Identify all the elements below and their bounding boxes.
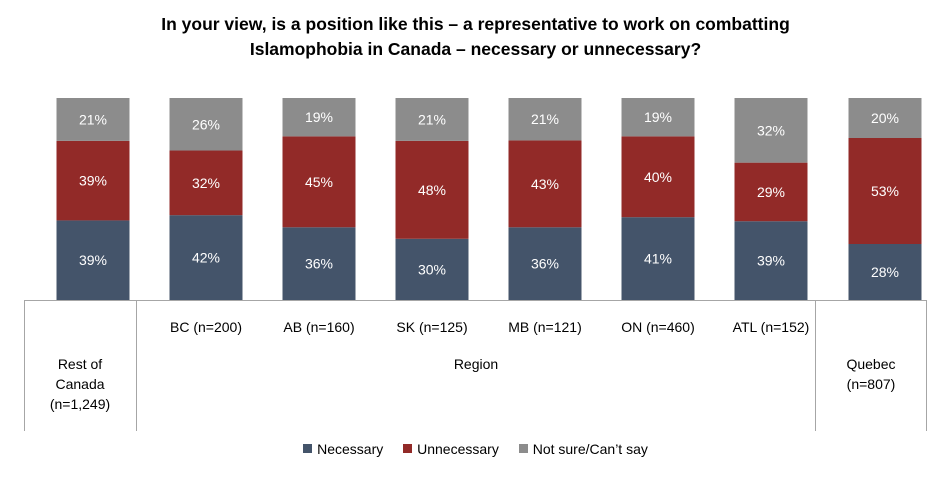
data-label-not-sure-can-t-say-3: 21% <box>418 111 446 127</box>
data-label-not-sure-can-t-say-1: 26% <box>192 116 220 132</box>
data-label-not-sure-can-t-say-2: 19% <box>305 109 333 125</box>
bar-segment-unnecessary-2 <box>282 136 356 228</box>
quebec-label-0: Quebec <box>846 356 895 372</box>
data-label-necessary-7: 28% <box>871 264 899 280</box>
bar-segment-not-sure-can-t-say-2 <box>282 98 356 137</box>
chart-title: In your view, is a position like this – … <box>0 12 951 62</box>
bar-segment-necessary-4 <box>508 227 582 300</box>
bar-segment-necessary-1 <box>169 215 243 300</box>
bar-segment-necessary-6 <box>734 221 808 300</box>
bar-segment-not-sure-can-t-say-7 <box>848 98 922 138</box>
legend-item-necessary: Necessary <box>303 441 383 457</box>
bar-segment-not-sure-can-t-say-3 <box>395 98 469 141</box>
quebec-label-1: (n=807) <box>847 376 896 392</box>
legend-item-not-sure: Not sure/Can’t say <box>518 440 648 457</box>
region-tick-label-4: ON (n=460) <box>621 319 695 335</box>
bar-segment-unnecessary-1 <box>169 150 243 216</box>
region-tick-label-3: MB (n=121) <box>508 319 582 335</box>
data-label-not-sure-can-t-say-6: 32% <box>757 122 785 138</box>
data-label-unnecessary-6: 29% <box>757 184 785 200</box>
bar-segment-necessary-7 <box>848 244 922 300</box>
data-label-not-sure-can-t-say-4: 21% <box>531 111 559 127</box>
bar-segment-necessary-2 <box>282 227 356 300</box>
bar-segment-not-sure-can-t-say-0 <box>56 98 130 141</box>
data-label-not-sure-can-t-say-7: 20% <box>871 110 899 126</box>
chart-title-line-2: Islamophobia in Canada – necessary or un… <box>249 39 702 59</box>
legend-swatch-necessary <box>303 444 313 453</box>
data-label-unnecessary-1: 32% <box>192 175 220 191</box>
bar-segment-necessary-3 <box>395 238 469 300</box>
legend-label-necessary: Necessary <box>317 440 384 457</box>
bar-segment-not-sure-can-t-say-1 <box>169 98 243 151</box>
data-label-necessary-4: 36% <box>531 256 559 272</box>
data-label-necessary-3: 30% <box>418 261 446 277</box>
data-label-unnecessary-2: 45% <box>305 174 333 190</box>
data-label-unnecessary-7: 53% <box>871 183 899 199</box>
legend-swatch-not-sure <box>518 444 528 453</box>
legend-item-unnecessary: Unnecessary <box>403 441 499 457</box>
region-group-label: Region <box>454 356 498 372</box>
legend-label-not-sure: Not sure/Can’t say <box>532 440 648 457</box>
bar-segment-necessary-5 <box>621 217 695 300</box>
bar-segment-unnecessary-6 <box>734 162 808 222</box>
bar-segment-unnecessary-0 <box>56 140 130 221</box>
bar-segment-unnecessary-5 <box>621 136 695 218</box>
rest-of-canada-label-2: (n=1,249) <box>50 396 110 412</box>
bar-segment-unnecessary-4 <box>508 140 582 228</box>
data-label-unnecessary-3: 48% <box>418 182 446 198</box>
data-label-not-sure-can-t-say-5: 19% <box>644 109 672 125</box>
data-label-necessary-5: 41% <box>644 251 672 267</box>
chart-legend: Necessary Unnecessary Not sure/Can’t say <box>0 440 951 457</box>
bar-segment-not-sure-can-t-say-6 <box>734 98 808 163</box>
bar-segment-unnecessary-7 <box>848 138 922 244</box>
region-tick-label-2: SK (n=125) <box>396 319 467 335</box>
data-label-necessary-1: 42% <box>192 250 220 266</box>
rest-of-canada-label-0: Rest of <box>58 356 102 372</box>
region-tick-label-5: ATL (n=152) <box>733 319 810 335</box>
region-tick-label-0: BC (n=200) <box>170 319 242 335</box>
data-label-necessary-6: 39% <box>757 253 785 269</box>
data-label-unnecessary-5: 40% <box>644 169 672 185</box>
data-label-unnecessary-4: 43% <box>531 176 559 192</box>
data-label-unnecessary-0: 39% <box>79 173 107 189</box>
region-tick-label-1: AB (n=160) <box>283 319 354 335</box>
bar-segment-not-sure-can-t-say-5 <box>621 98 695 137</box>
legend-swatch-unnecessary <box>403 444 413 453</box>
data-label-not-sure-can-t-say-0: 21% <box>79 111 107 127</box>
rest-of-canada-label-1: Canada <box>55 376 104 392</box>
data-label-necessary-0: 39% <box>79 252 107 268</box>
legend-label-unnecessary: Unnecessary <box>417 440 499 457</box>
bar-segment-necessary-0 <box>56 220 130 300</box>
chart-title-line-1: In your view, is a position like this – … <box>161 14 790 34</box>
bar-segment-not-sure-can-t-say-4 <box>508 98 582 141</box>
bar-segment-unnecessary-3 <box>395 140 469 239</box>
data-label-necessary-2: 36% <box>305 256 333 272</box>
